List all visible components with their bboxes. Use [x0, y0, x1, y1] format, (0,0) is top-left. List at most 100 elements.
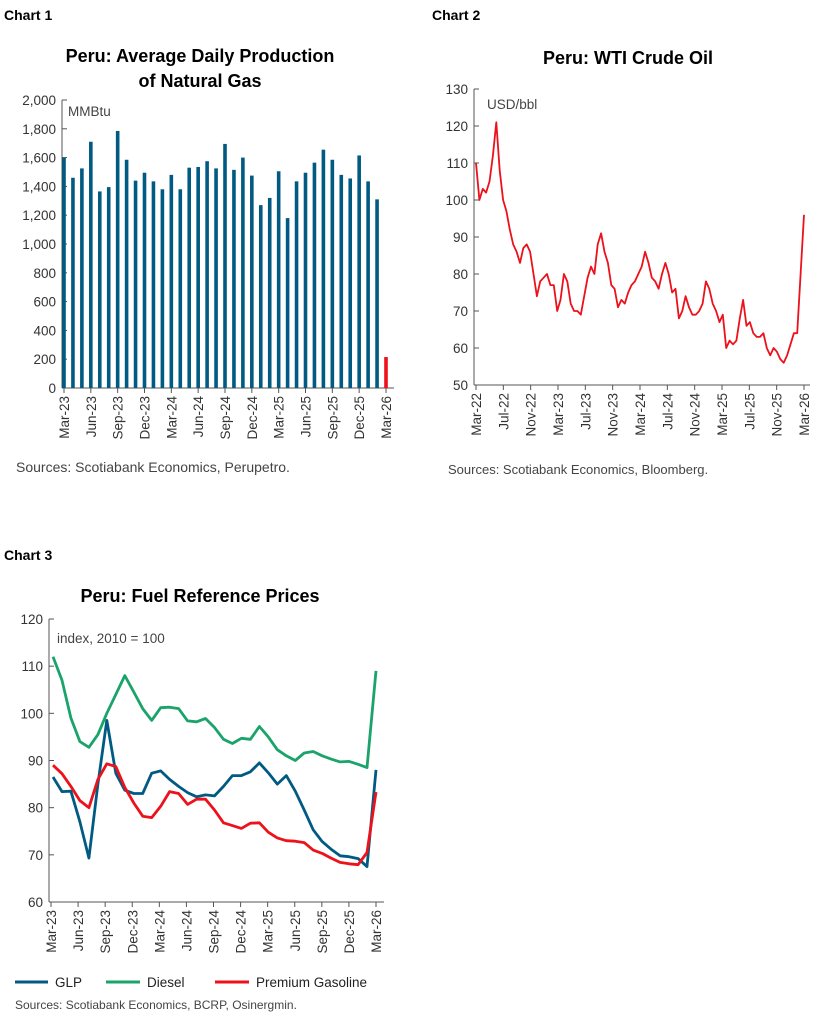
bar-Nov-25 [348, 178, 353, 388]
y-tick-label: 120 [20, 612, 43, 627]
y-tick-label: 2,000 [22, 93, 56, 108]
x-tick-label: Mar-23 [57, 396, 72, 439]
x-tick-label: Dec-24 [234, 910, 249, 954]
x-tick-label: Jul-24 [660, 393, 675, 430]
x-tick-label: Mar-26 [379, 396, 394, 439]
y-tick-label: 130 [445, 82, 468, 97]
chart-2-unit-label: USD/bbl [487, 97, 537, 112]
x-tick-label: Jun-24 [179, 910, 194, 952]
bar-Apr-23 [71, 177, 75, 388]
x-tick-label: Nov-23 [606, 393, 621, 437]
bar-Mar-24 [169, 174, 174, 388]
x-tick-label: Sep-24 [218, 396, 233, 440]
chart-1-title-line-2: of Natural Gas [138, 71, 261, 91]
y-tick-label: 90 [28, 754, 43, 769]
chart-1: Chart 1 Peru: Average Daily Production o… [4, 7, 394, 475]
x-tick-label: Jun-23 [84, 396, 99, 437]
bar-Jan-24 [151, 181, 156, 388]
x-tick-label: Sep-23 [98, 910, 113, 954]
x-tick-label: Sep-25 [315, 910, 330, 954]
x-tick-label: Jun-25 [299, 396, 314, 437]
x-tick-label: Jul-22 [496, 393, 511, 430]
x-tick-label: Jun-24 [191, 396, 206, 438]
x-tick-label: Jul-25 [742, 393, 757, 430]
y-tick-label: 60 [28, 895, 43, 910]
y-tick-label: 80 [453, 267, 468, 282]
x-tick-label: Mar-24 [152, 910, 167, 953]
y-tick-label: 800 [33, 266, 56, 281]
bar-Jul-24 [205, 161, 209, 388]
legend-label-diesel: Diesel [147, 975, 185, 990]
bar-Sep-24 [223, 143, 227, 388]
bar-Apr-24 [178, 189, 183, 388]
bar-Dec-24 [250, 175, 254, 388]
chart-3-label: Chart 3 [4, 547, 52, 563]
x-tick-label: Jul-23 [578, 393, 593, 430]
x-tick-label: Mar-23 [551, 393, 566, 436]
chart-1-label: Chart 1 [4, 7, 52, 23]
bar-Aug-23 [106, 187, 111, 388]
x-tick-label: Jun-23 [71, 910, 86, 951]
y-tick-label: 110 [446, 156, 468, 171]
chart-3-title: Peru: Fuel Reference Prices [80, 586, 319, 606]
y-tick-label: 100 [20, 706, 43, 721]
y-tick-label: 70 [28, 848, 43, 863]
x-tick-label: Mar-24 [633, 393, 648, 436]
bar-Jun-23 [89, 141, 93, 388]
bar-May-25 [294, 181, 299, 388]
x-tick-label: Sep-25 [325, 396, 340, 440]
x-tick-label: Mar-22 [469, 393, 484, 436]
bar-Feb-26 [375, 199, 379, 388]
chart-3: Chart 3 Peru: Fuel Reference Prices inde… [4, 547, 384, 1012]
y-tick-label: 200 [33, 352, 56, 367]
bar-Jul-25 [312, 162, 317, 388]
x-tick-label: Mar-25 [272, 396, 287, 439]
chart-2: Chart 2 Peru: WTI Crude Oil USD/bbl 50 60… [432, 7, 812, 477]
y-tick-label: 100 [445, 193, 468, 208]
legend-label-premium-gasoline: Premium Gasoline [256, 975, 367, 990]
y-tick-label: 400 [33, 323, 56, 338]
bar-May-24 [187, 167, 192, 388]
y-tick-label: 90 [453, 230, 468, 245]
bar-Dec-25 [357, 155, 361, 388]
bar-Jun-24 [196, 166, 200, 388]
bar-Aug-24 [214, 168, 218, 388]
x-tick-label: Sep-24 [207, 910, 222, 954]
wti-line [475, 121, 805, 364]
chart-2-title: Peru: WTI Crude Oil [543, 48, 713, 68]
x-tick-label: Dec-25 [352, 396, 367, 440]
x-tick-label: Sep-23 [111, 396, 126, 440]
chart-1-title-line-1: Peru: Average Daily Production [66, 46, 335, 66]
y-tick-label: 70 [453, 304, 468, 319]
bar-Jan-25 [258, 205, 263, 388]
legend-label-glp: GLP [55, 975, 82, 990]
y-tick-label: 1,200 [22, 208, 56, 223]
y-tick-label: 120 [445, 119, 468, 134]
bar-Nov-24 [241, 157, 245, 388]
bar-Oct-23 [124, 159, 129, 388]
bar-Sep-23 [115, 130, 120, 388]
x-tick-label: Dec-24 [245, 396, 260, 440]
bar-Oct-24 [232, 169, 236, 388]
bar-Dec-23 [142, 172, 147, 388]
y-tick-label: 50 [453, 378, 468, 393]
x-tick-label: Dec-23 [125, 910, 140, 954]
y-tick-label: 1,400 [22, 179, 56, 194]
x-tick-label: Mar-23 [44, 910, 59, 953]
x-tick-label: Mar-24 [164, 396, 179, 439]
series-line-glp [51, 719, 378, 868]
y-tick-label: 80 [28, 801, 43, 816]
bar-Mar-26 [384, 357, 388, 388]
x-tick-label: Mar-26 [797, 393, 812, 436]
x-tick-label: Nov-24 [688, 393, 703, 437]
bar-Jul-23 [97, 191, 102, 388]
chart-3-legend: GLP Diesel Premium Gasoline [15, 975, 367, 990]
bar-May-23 [80, 168, 84, 388]
y-tick-label: 60 [453, 341, 468, 356]
chart-3-plot: 60 70 80 90 100 110 120 Mar-23 Jun-23 Sep-23 Dec-2… [20, 612, 384, 954]
x-tick-label: Dec-25 [342, 910, 357, 954]
chart-2-source: Sources: Scotiabank Economics, Bloomberg… [448, 462, 708, 477]
chart-2-label: Chart 2 [432, 7, 480, 23]
bar-Aug-25 [321, 149, 326, 388]
